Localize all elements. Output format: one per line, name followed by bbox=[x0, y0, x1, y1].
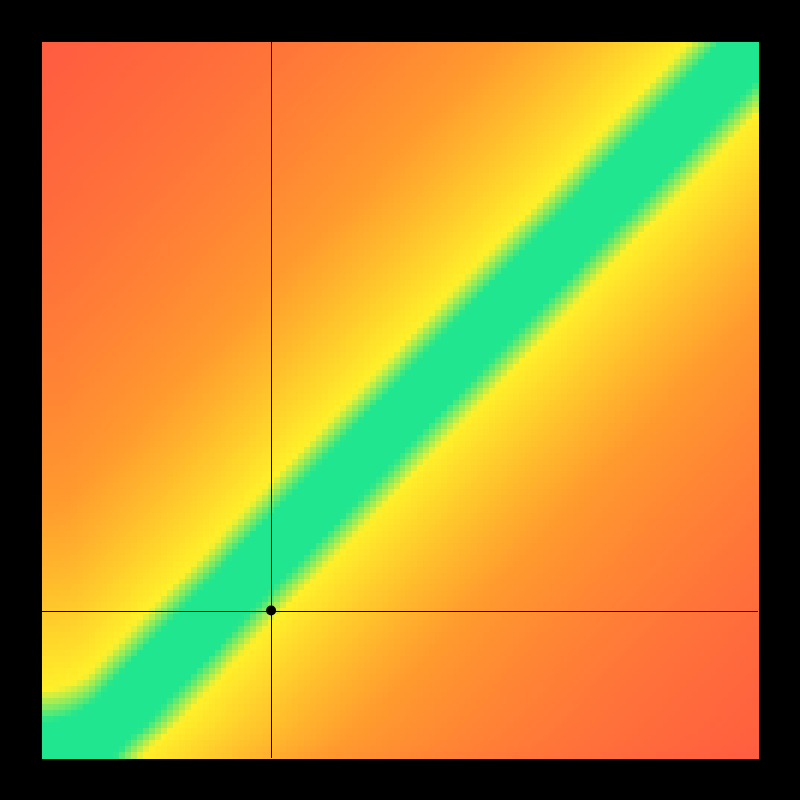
chart-container: TheBottleneck.com bbox=[0, 0, 800, 800]
bottleneck-heatmap bbox=[0, 0, 800, 800]
